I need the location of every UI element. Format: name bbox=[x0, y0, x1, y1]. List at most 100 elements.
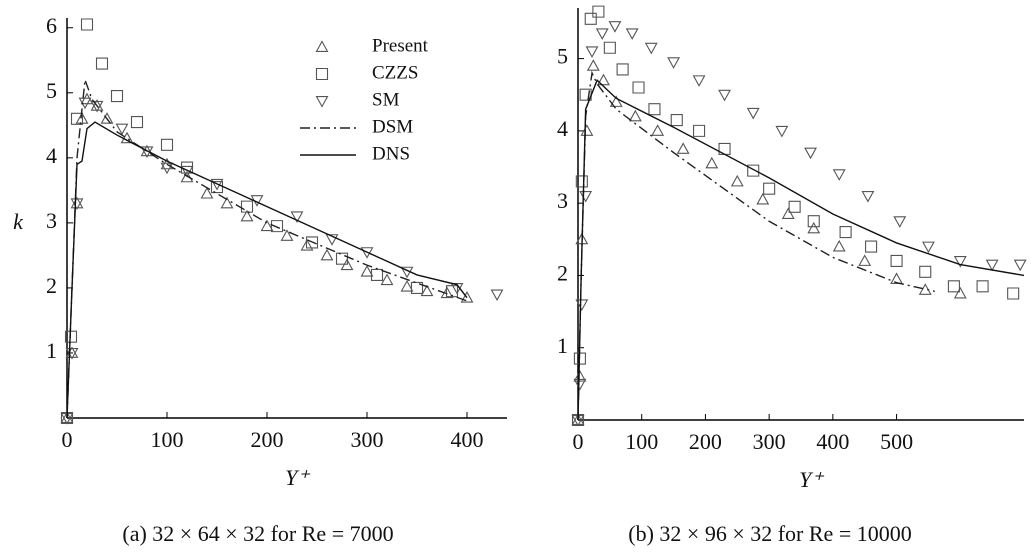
marker bbox=[220, 196, 234, 209]
marker bbox=[335, 252, 349, 265]
marker bbox=[628, 109, 642, 122]
y-tick-label: 2 bbox=[46, 273, 57, 298]
marker bbox=[644, 42, 658, 55]
marker bbox=[609, 95, 623, 107]
marker bbox=[756, 192, 770, 205]
marker bbox=[90, 100, 104, 113]
x-tick-label: 400 bbox=[451, 427, 484, 452]
marker bbox=[160, 138, 174, 151]
marker bbox=[603, 41, 616, 54]
y-tick-label: 2 bbox=[557, 260, 568, 285]
y-tick-label: 3 bbox=[557, 188, 568, 213]
marker bbox=[747, 164, 760, 177]
y-axis-label: k bbox=[13, 209, 24, 234]
marker bbox=[290, 211, 304, 224]
marker bbox=[861, 190, 875, 203]
legend-label: Present bbox=[372, 35, 429, 56]
marker bbox=[586, 59, 600, 71]
marker bbox=[597, 73, 610, 86]
marker bbox=[240, 209, 254, 222]
marker bbox=[130, 116, 144, 129]
marker bbox=[746, 107, 760, 120]
y-tick-label: 5 bbox=[46, 78, 57, 103]
y-tick-label: 4 bbox=[557, 116, 568, 141]
marker bbox=[730, 174, 744, 187]
marker bbox=[585, 46, 599, 59]
marker bbox=[781, 207, 795, 219]
marker bbox=[110, 89, 124, 103]
marker bbox=[976, 280, 989, 293]
marker bbox=[315, 67, 329, 81]
marker bbox=[676, 142, 690, 154]
marker bbox=[200, 186, 214, 199]
y-tick-label: 3 bbox=[46, 208, 57, 233]
marker bbox=[305, 236, 319, 249]
y-tick-label: 6 bbox=[46, 13, 57, 38]
marker bbox=[120, 131, 134, 144]
marker bbox=[763, 182, 776, 195]
marker bbox=[400, 279, 414, 292]
marker bbox=[919, 265, 932, 278]
marker bbox=[410, 281, 424, 294]
marker bbox=[953, 286, 967, 299]
marker bbox=[575, 299, 589, 311]
marker bbox=[890, 272, 904, 285]
marker bbox=[616, 63, 629, 76]
marker bbox=[1013, 259, 1027, 272]
marker bbox=[160, 157, 174, 170]
marker bbox=[667, 57, 681, 69]
marker bbox=[490, 289, 504, 302]
marker bbox=[893, 216, 907, 228]
y-tick-label: 4 bbox=[46, 143, 57, 168]
marker bbox=[579, 88, 592, 101]
marker bbox=[579, 190, 593, 203]
marker bbox=[858, 254, 872, 266]
marker bbox=[584, 12, 597, 25]
marker bbox=[592, 5, 605, 18]
marker bbox=[832, 239, 846, 252]
x-axis-label: Y⁺ bbox=[285, 465, 311, 490]
legend-label: DNS bbox=[372, 143, 410, 164]
x-axis-label: Y⁺ bbox=[799, 467, 825, 492]
marker bbox=[788, 200, 801, 213]
marker bbox=[360, 265, 374, 277]
marker bbox=[80, 18, 94, 31]
marker bbox=[580, 124, 594, 136]
marker bbox=[420, 284, 434, 297]
marker bbox=[280, 229, 294, 241]
marker bbox=[775, 125, 789, 138]
marker bbox=[807, 215, 820, 228]
legend-label: SM bbox=[372, 89, 400, 110]
x-tick-label: 300 bbox=[351, 427, 384, 452]
marker bbox=[890, 254, 903, 268]
marker bbox=[865, 240, 878, 253]
x-tick-label: 100 bbox=[151, 427, 184, 452]
marker bbox=[1007, 287, 1020, 300]
y-tick-label: 1 bbox=[46, 338, 57, 363]
marker bbox=[692, 75, 706, 87]
marker bbox=[625, 28, 639, 40]
marker bbox=[571, 413, 585, 427]
marker bbox=[325, 234, 339, 246]
x-tick-label: 0 bbox=[573, 429, 584, 454]
marker bbox=[95, 57, 109, 70]
marker bbox=[573, 352, 586, 365]
marker bbox=[370, 268, 384, 281]
marker bbox=[985, 259, 999, 272]
x-tick-label: 200 bbox=[251, 427, 284, 452]
marker bbox=[460, 291, 474, 303]
marker bbox=[632, 81, 645, 94]
x-tick-label: 100 bbox=[625, 429, 658, 454]
marker bbox=[595, 28, 609, 40]
marker bbox=[300, 239, 314, 251]
marker bbox=[651, 124, 665, 136]
y-tick-label: 1 bbox=[557, 333, 568, 358]
marker bbox=[839, 226, 852, 239]
marker bbox=[320, 248, 334, 261]
marker bbox=[804, 147, 817, 160]
marker bbox=[60, 411, 74, 425]
x-tick-label: 300 bbox=[753, 429, 786, 454]
marker bbox=[160, 162, 174, 175]
marker bbox=[70, 198, 84, 210]
